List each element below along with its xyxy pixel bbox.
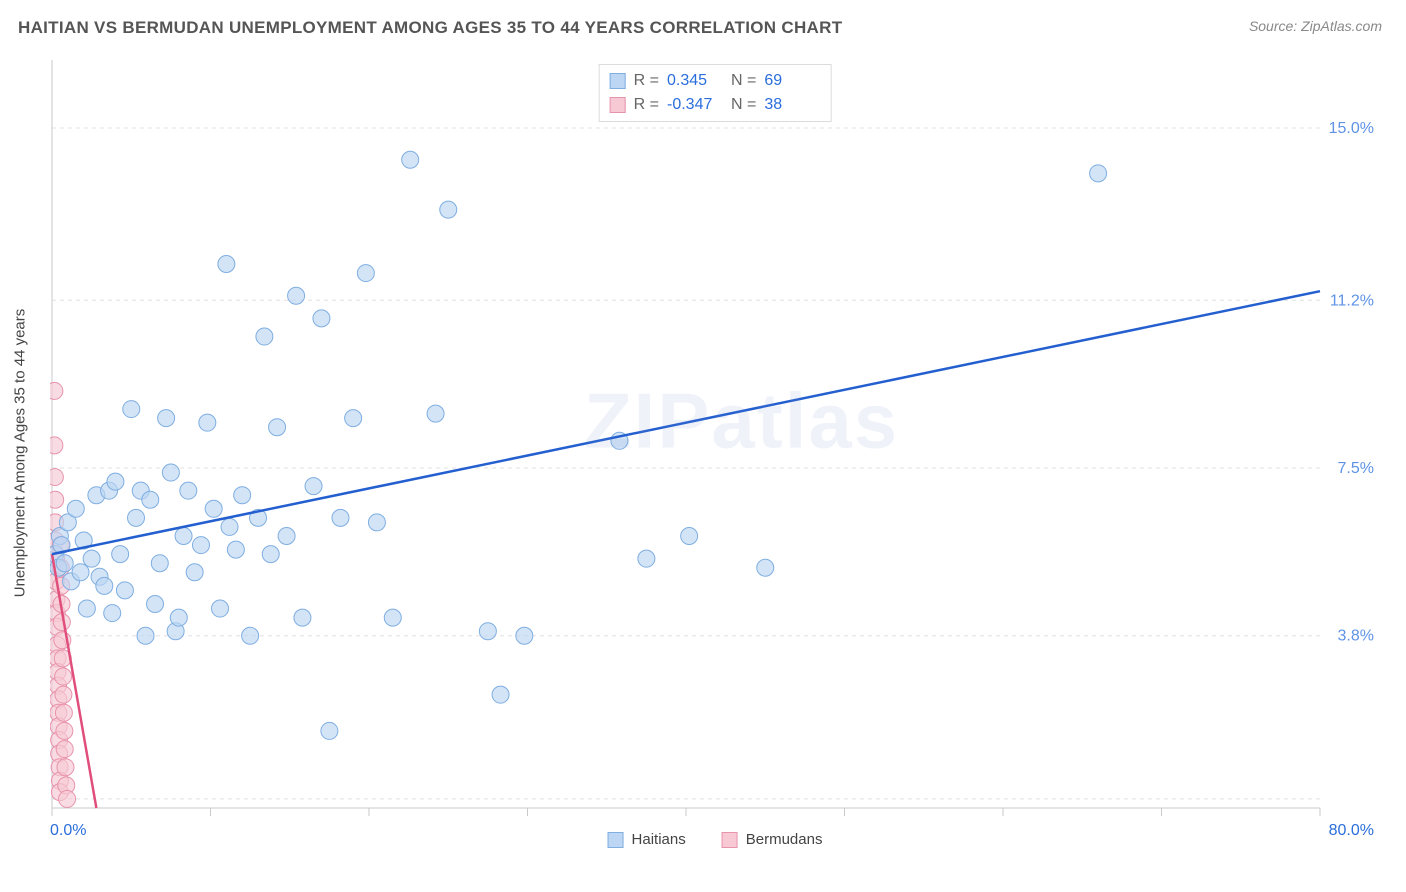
stat-r-haitians: 0.345 [667, 69, 723, 93]
legend-item-haitians: Haitians [608, 831, 686, 848]
x-axis-end-label: 80.0% [1329, 822, 1374, 840]
stat-r-bermudans: -0.347 [667, 93, 723, 117]
stat-n-bermudans: 38 [764, 93, 820, 117]
stat-r-label: R = [634, 69, 659, 93]
svg-text:7.5%: 7.5% [1338, 460, 1374, 477]
stats-legend: R = 0.345 N = 69 R = -0.347 N = 38 [599, 64, 832, 122]
stat-n-label: N = [731, 93, 756, 117]
svg-text:11.2%: 11.2% [1330, 292, 1374, 309]
stats-row-bermudans: R = -0.347 N = 38 [610, 93, 821, 117]
swatch-bermudans-icon [722, 832, 738, 848]
x-axis-start-label: 0.0% [50, 822, 86, 840]
chart-title: HAITIAN VS BERMUDAN UNEMPLOYMENT AMONG A… [18, 18, 842, 38]
stats-row-haitians: R = 0.345 N = 69 [610, 69, 821, 93]
stat-r-label: R = [634, 93, 659, 117]
stat-n-haitians: 69 [764, 69, 820, 93]
svg-text:15.0%: 15.0% [1329, 120, 1374, 137]
stat-n-label: N = [731, 69, 756, 93]
swatch-bermudans-icon [610, 97, 626, 113]
chart-container: Unemployment Among Ages 35 to 44 years 3… [50, 58, 1380, 848]
scatter-plot: 3.8% 7.5% 11.2% 15.0% [50, 58, 1380, 848]
svg-text:3.8%: 3.8% [1338, 628, 1374, 645]
legend-label-haitians: Haitians [632, 831, 686, 848]
swatch-haitians-icon [610, 73, 626, 89]
legend-label-bermudans: Bermudans [746, 831, 823, 848]
series-legend: Haitians Bermudans [608, 831, 823, 848]
legend-item-bermudans: Bermudans [722, 831, 823, 848]
swatch-haitians-icon [608, 832, 624, 848]
source-credit: Source: ZipAtlas.com [1249, 18, 1382, 34]
y-axis-label: Unemployment Among Ages 35 to 44 years [12, 309, 29, 598]
